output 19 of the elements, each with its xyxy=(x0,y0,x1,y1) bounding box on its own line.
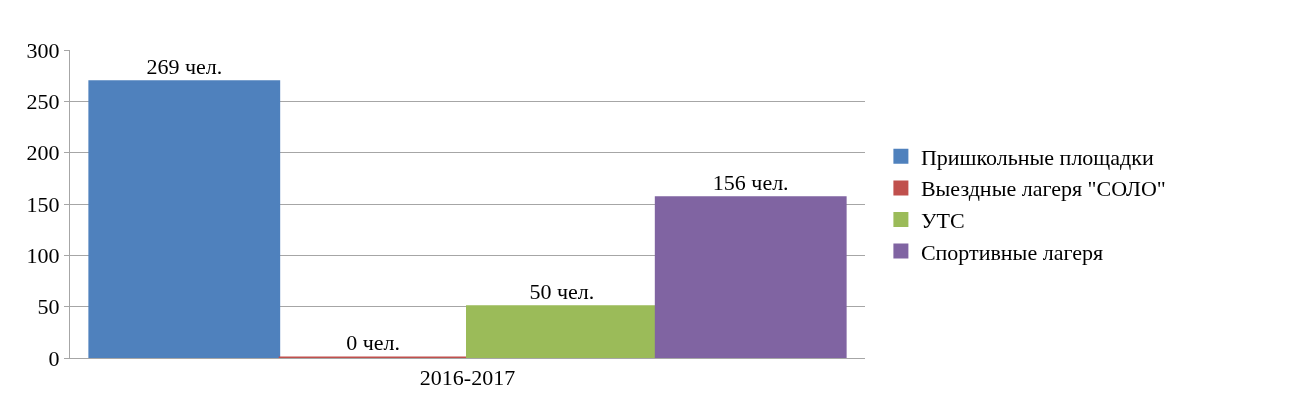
y-tick-label: 300 xyxy=(26,37,60,63)
data-label: 0 чел. xyxy=(346,330,400,355)
bar xyxy=(88,80,281,358)
y-tick-label: 250 xyxy=(26,89,60,115)
legend-label: УТС xyxy=(920,208,965,234)
data-label: 156 чел. xyxy=(712,169,789,195)
y-tick-label: 100 xyxy=(26,243,60,269)
legend-label: Спортивные лагеря xyxy=(920,239,1104,265)
bar xyxy=(466,305,658,358)
y-tick-label: 50 xyxy=(37,294,60,320)
y-tick-label: 150 xyxy=(26,191,60,217)
data-label: 50 чел. xyxy=(529,278,595,304)
bar xyxy=(654,196,847,358)
y-tick-label: 0 xyxy=(48,345,60,371)
x-tick-label: 2016-2017 xyxy=(419,365,516,391)
legend-label: Пришкольные площадки xyxy=(920,144,1154,170)
y-tick-label: 200 xyxy=(26,140,60,166)
data-label: 269 чел. xyxy=(146,53,223,79)
legend-label: Выездные лагеря "СОЛО" xyxy=(920,176,1166,202)
